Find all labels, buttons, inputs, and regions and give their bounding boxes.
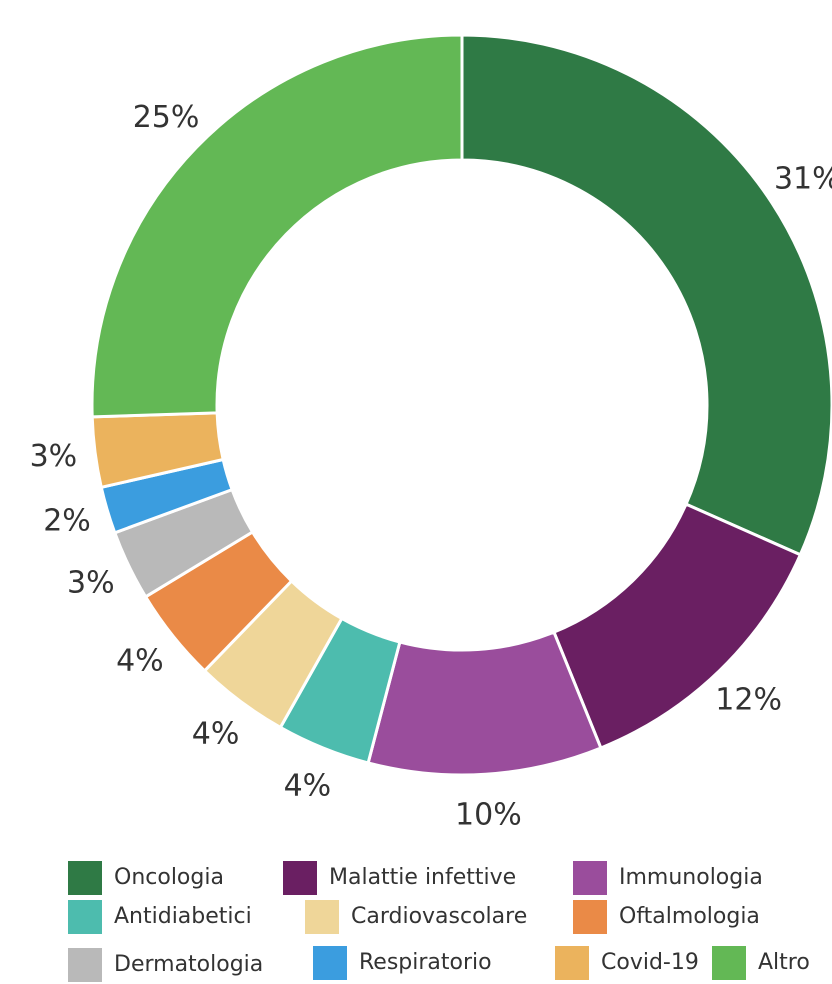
legend-swatch bbox=[68, 900, 102, 934]
legend-label: Malattie infettive bbox=[329, 865, 516, 890]
legend-swatch bbox=[573, 900, 607, 934]
legend-swatch bbox=[313, 946, 347, 980]
value-label: 10% bbox=[455, 798, 522, 833]
legend-swatch bbox=[555, 946, 589, 980]
legend-swatch bbox=[68, 948, 102, 982]
donut-segment bbox=[90, 33, 464, 419]
legend-label: Covid-19 bbox=[601, 950, 699, 975]
value-label: 3% bbox=[67, 565, 115, 600]
legend-swatch bbox=[283, 861, 317, 895]
legend-label: Immunologia bbox=[619, 865, 763, 890]
legend-swatch bbox=[712, 946, 746, 980]
value-label: 4% bbox=[284, 768, 332, 803]
value-label: 3% bbox=[30, 439, 78, 474]
value-label: 12% bbox=[715, 682, 782, 717]
value-label: 4% bbox=[192, 717, 240, 752]
legend-label: Respiratorio bbox=[359, 950, 492, 975]
value-label: 25% bbox=[133, 100, 200, 135]
legend-label: Oftalmologia bbox=[619, 904, 760, 929]
legend-swatch bbox=[305, 900, 339, 934]
legend-label: Oncologia bbox=[114, 865, 224, 890]
legend-swatch bbox=[68, 861, 102, 895]
legend-swatch bbox=[573, 861, 607, 895]
value-label: 31% bbox=[774, 162, 832, 197]
donut-segment bbox=[460, 33, 832, 557]
legend-label: Antidiabetici bbox=[114, 904, 252, 929]
value-label: 4% bbox=[116, 643, 164, 678]
value-label: 2% bbox=[43, 504, 91, 539]
legend-label: Altro bbox=[758, 950, 810, 975]
legend-label: Cardiovascolare bbox=[351, 904, 527, 929]
legend-label: Dermatologia bbox=[114, 952, 263, 977]
